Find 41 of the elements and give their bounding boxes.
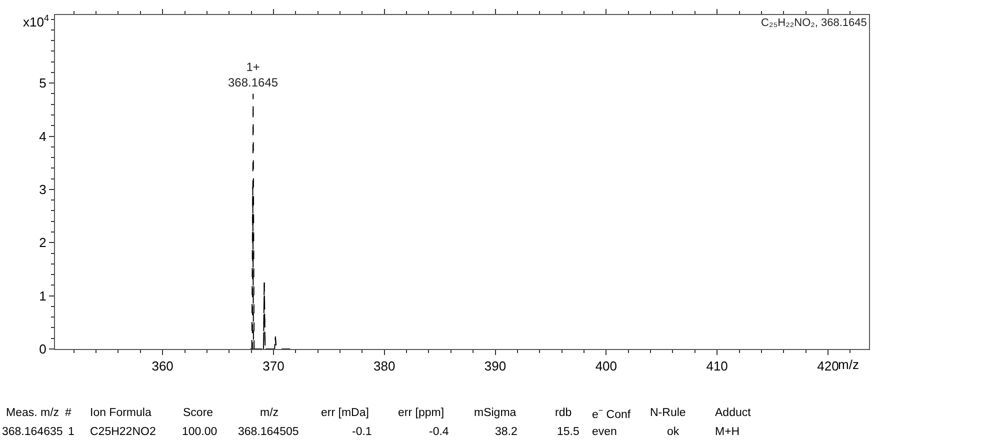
- text: 38.2: [495, 426, 518, 438]
- y-tick-label: 2: [39, 235, 46, 250]
- x-tick-label: 410: [706, 358, 728, 374]
- x-tick-label: 370: [262, 358, 284, 374]
- text: #: [65, 407, 72, 419]
- text: ok: [667, 426, 680, 438]
- text: 368.164635: [2, 426, 63, 438]
- y-axis-title: x10$^{4}$: [23, 13, 50, 30]
- x-tick-label: 360: [152, 358, 174, 374]
- annotation: C₂₅H₂₂NO₂, 368.1645: [761, 17, 867, 29]
- text: Adduct: [715, 407, 752, 419]
- x-tick-label: 420: [817, 358, 839, 374]
- x-tick-label: 380: [374, 358, 396, 374]
- text: Ion Formula: [90, 407, 152, 419]
- text: 1: [68, 426, 74, 438]
- text: 368.164505: [238, 426, 299, 438]
- y-tick-label: 5: [39, 76, 46, 91]
- text: e$^{−}$ Conf: [592, 406, 632, 421]
- text: even: [592, 426, 617, 438]
- text: mSigma: [474, 407, 517, 419]
- y-tick-label: 4: [39, 128, 46, 144]
- text: m/z: [260, 407, 279, 419]
- x-axis-title: m/z: [838, 357, 859, 372]
- text: 100.00: [182, 426, 218, 438]
- text: M+H: [715, 426, 740, 438]
- text: -0.4: [429, 426, 450, 438]
- text: Score: [183, 407, 214, 419]
- text: 15.5: [557, 426, 580, 438]
- text: N-Rule: [650, 407, 686, 419]
- y-tick-label: 0: [39, 342, 46, 357]
- x-tick-label: 400: [595, 358, 618, 374]
- annotation: 1+ 368.1645: [228, 60, 278, 90]
- y-tick-label: 3: [39, 182, 46, 197]
- text: Meas. m/z: [6, 407, 60, 419]
- text: C25H22NO2: [90, 426, 156, 438]
- text: -0.1: [352, 426, 372, 438]
- text: rdb: [555, 407, 572, 419]
- x-tick-label: 390: [484, 358, 506, 374]
- text: err [mDa]: [321, 407, 369, 419]
- y-tick-label: 1: [39, 288, 46, 304]
- text: err [ppm]: [398, 407, 444, 419]
